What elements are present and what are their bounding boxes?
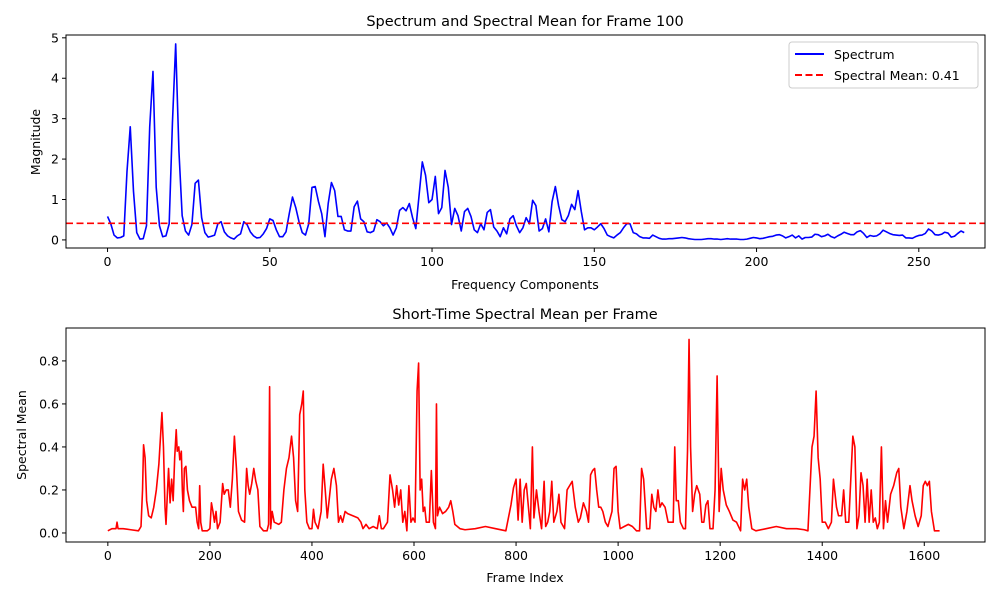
spectral-mean-x-tick-label: 400 (300, 548, 324, 563)
spectrum-y-tick-label: 0 (51, 232, 59, 247)
spectrum-x-ticks: 0 50 100 150 200 250 (104, 248, 931, 269)
spectrum-x-tick-label: 250 (907, 254, 931, 269)
spectral-mean-y-ticks: 0.0 0.2 0.4 0.6 0.8 (39, 353, 66, 540)
spectral-mean-y-tick-label: 0.6 (39, 396, 59, 411)
spectrum-plot-area (66, 43, 985, 241)
spectral-mean-y-axis-label: Spectral Mean (14, 390, 29, 480)
spectrum-chart-title: Spectrum and Spectral Mean for Frame 100 (366, 14, 683, 30)
spectral-mean-chart: Short-Time Spectral Mean per Frame 0 200 4… (14, 307, 986, 585)
spectrum-x-axis-label: Frequency Components (451, 277, 599, 292)
spectrum-y-tick-label: 4 (51, 71, 59, 86)
spectral-mean-chart-title: Short-Time Spectral Mean per Frame (392, 307, 657, 323)
spectrum-x-tick-label: 150 (582, 254, 606, 269)
spectrum-x-tick-label: 0 (104, 254, 112, 269)
spectral-mean-plot-area (107, 338, 940, 532)
spectral-mean-y-tick-label: 0.2 (39, 482, 59, 497)
spectrum-line (106, 43, 965, 241)
spectrum-y-tick-label: 3 (51, 111, 59, 126)
spectral-mean-axes-frame (65, 327, 986, 543)
spectrum-x-tick-label: 200 (745, 254, 769, 269)
spectrum-y-tick-label: 2 (51, 152, 59, 167)
spectrum-y-tick-label: 5 (51, 30, 59, 45)
spectral-mean-x-tick-label: 1600 (908, 548, 940, 563)
spectrum-y-tick-label: 1 (51, 192, 59, 207)
spectral-mean-x-tick-label: 0 (104, 548, 112, 563)
spectral-mean-x-ticks: 0 200 400 600 800 1000 1200 1400 1600 (104, 542, 940, 563)
legend: Spectrum Spectral Mean: 0.41 (788, 41, 979, 89)
legend-mean-label: Spectral Mean: 0.41 (834, 68, 960, 83)
spectral-mean-x-tick-label: 600 (402, 548, 426, 563)
spectral-mean-x-axis-label: Frame Index (486, 570, 563, 585)
spectral-mean-y-tick-label: 0.4 (39, 439, 59, 454)
spectral-mean-x-tick-label: 800 (504, 548, 528, 563)
spectral-mean-per-frame-line (107, 338, 940, 532)
spectral-mean-y-tick-label: 0.0 (39, 525, 59, 540)
spectrum-y-ticks: 0 1 2 3 4 5 (51, 30, 66, 247)
spectral-mean-x-tick-label: 1200 (704, 548, 736, 563)
spectral-mean-y-tick-label: 0.8 (39, 353, 59, 368)
spectrum-x-tick-label: 100 (420, 254, 444, 269)
spectral-mean-x-tick-label: 1000 (602, 548, 634, 563)
spectrum-y-axis-label: Magnitude (28, 109, 43, 176)
spectral-mean-x-tick-label: 1400 (806, 548, 838, 563)
legend-box (788, 41, 979, 89)
spectral-mean-x-tick-label: 200 (198, 548, 222, 563)
spectrum-chart: Spectrum and Spectral Mean for Frame 100… (28, 14, 986, 292)
spectrum-axes-frame (65, 34, 986, 249)
spectrum-x-tick-label: 50 (262, 254, 278, 269)
legend-spectrum-label: Spectrum (834, 47, 895, 62)
